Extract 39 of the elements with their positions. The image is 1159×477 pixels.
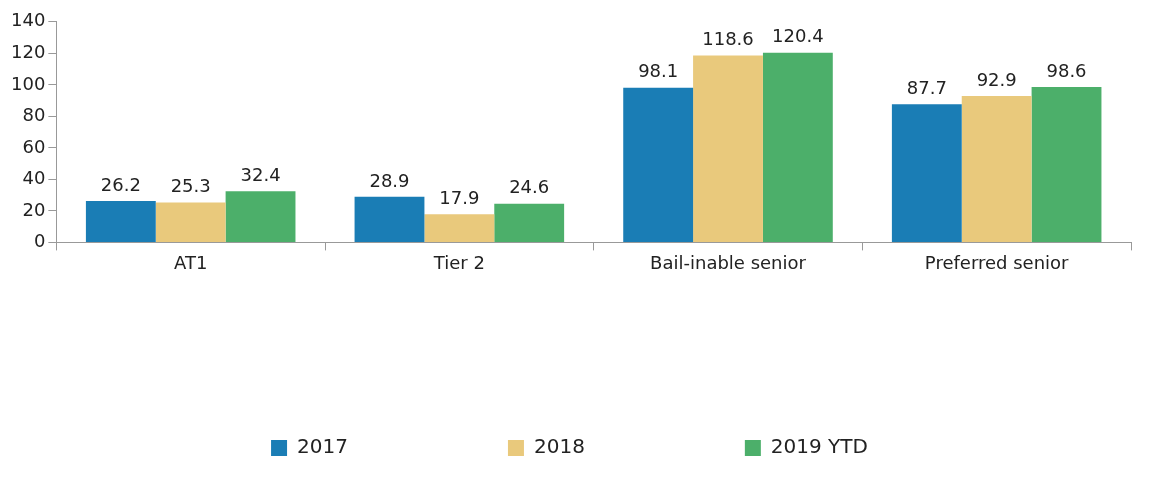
data-label: 98.1 bbox=[638, 60, 679, 82]
data-label: 25.3 bbox=[170, 175, 211, 197]
bar bbox=[762, 52, 833, 242]
bar bbox=[693, 55, 763, 242]
data-label: 32.4 bbox=[240, 164, 281, 186]
x-tick-label: Bail-inable senior bbox=[650, 251, 807, 273]
y-tick-label: 20 bbox=[22, 198, 46, 220]
bar bbox=[85, 201, 156, 242]
legend-label: 2019 YTD bbox=[770, 434, 868, 459]
bar bbox=[424, 214, 495, 242]
bar bbox=[1031, 87, 1102, 242]
data-label: 118.6 bbox=[702, 28, 754, 50]
y-tick-label: 0 bbox=[33, 230, 46, 252]
data-label: 120.4 bbox=[772, 25, 824, 47]
data-label: 98.6 bbox=[1046, 59, 1087, 81]
legend-label: 2018 bbox=[533, 434, 585, 459]
x-tick-label: AT1 bbox=[174, 251, 208, 273]
data-label: 87.7 bbox=[906, 76, 947, 98]
data-label: 17.9 bbox=[439, 186, 480, 208]
x-tick-label: Preferred senior bbox=[924, 251, 1070, 273]
bar bbox=[623, 87, 694, 242]
y-tick-label: 40 bbox=[22, 167, 46, 189]
x-tick-label: Tier 2 bbox=[432, 251, 485, 273]
bar bbox=[225, 191, 296, 242]
y-tick-label: 80 bbox=[22, 104, 46, 126]
y-tick-label: 60 bbox=[22, 135, 46, 157]
bar bbox=[354, 196, 425, 242]
data-label: 92.9 bbox=[976, 68, 1017, 90]
data-label: 26.2 bbox=[100, 173, 141, 195]
bar bbox=[961, 96, 1032, 242]
bar bbox=[494, 203, 565, 242]
data-label: 28.9 bbox=[369, 169, 410, 191]
legend-label: 2017 bbox=[297, 434, 348, 459]
y-tick-label: 120 bbox=[11, 40, 46, 62]
bar bbox=[891, 104, 962, 242]
y-tick-label: 100 bbox=[11, 72, 46, 94]
data-label: 24.6 bbox=[509, 176, 550, 198]
y-tick-label: 140 bbox=[11, 9, 46, 31]
bar bbox=[155, 202, 226, 242]
